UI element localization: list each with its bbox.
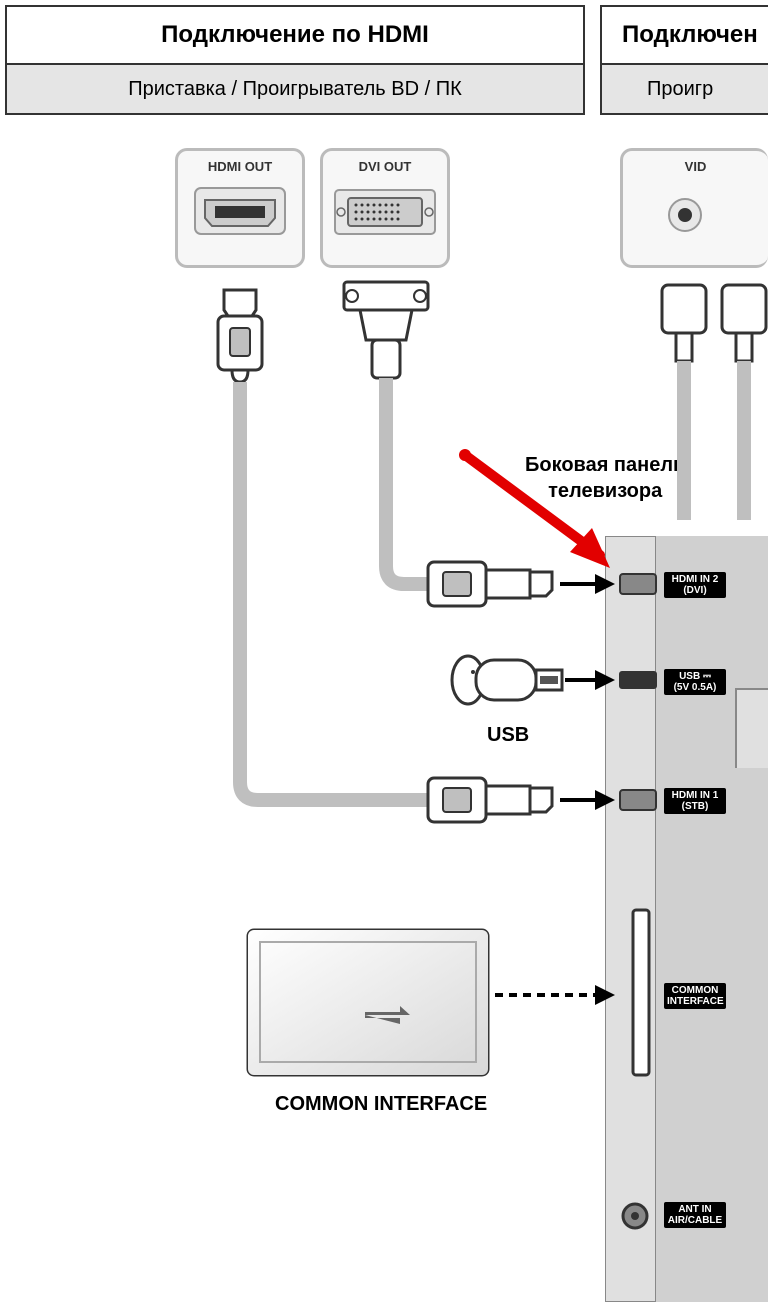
vid-port-icon [669, 199, 701, 231]
hdmi-connector-in2 [428, 562, 552, 606]
arrow-usb [565, 670, 615, 690]
dvi-plug-top [344, 282, 428, 378]
port-slot-usb [620, 672, 656, 688]
port-slot-hdmi1 [620, 790, 656, 810]
diagram-svg [0, 0, 768, 1302]
red-arrow-icon [459, 449, 610, 568]
right-cable-2 [722, 285, 766, 520]
hdmi-connector-in1 [428, 778, 552, 822]
hdmi-plug-top [218, 290, 262, 382]
hdmi-port-icon [195, 188, 285, 234]
ci-card-icon [248, 930, 488, 1075]
port-slot-common [633, 910, 649, 1075]
port-slot-hdmi2 [620, 574, 656, 594]
hdmi-cable [240, 382, 428, 800]
dvi-cable [386, 378, 428, 584]
arrow-hdmi2 [560, 574, 615, 594]
port-slot-antin-inner [631, 1212, 639, 1220]
right-cable-1 [662, 285, 706, 520]
arrow-common [495, 985, 615, 1005]
dvi-port-icon [335, 190, 435, 234]
usb-drive-icon [452, 656, 562, 704]
arrow-hdmi1 [560, 790, 615, 810]
